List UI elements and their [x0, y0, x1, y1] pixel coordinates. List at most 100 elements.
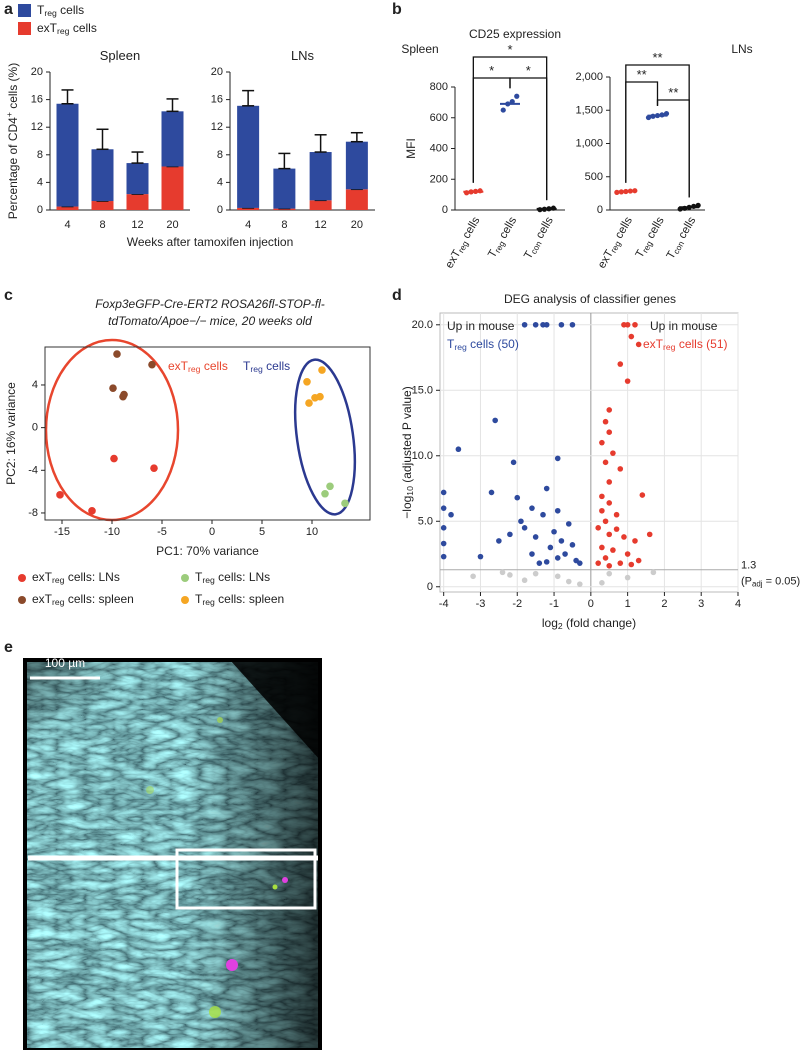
point: [606, 531, 613, 538]
x-tick-label: 4: [64, 219, 70, 231]
point: [554, 507, 561, 514]
point: [518, 518, 524, 525]
bar-segment: [126, 163, 149, 195]
bar-segment: [161, 111, 184, 167]
x-axis-label: Weeks after tamoxifen injection: [127, 235, 294, 249]
x-tick-label: Tcon cells: [665, 215, 700, 262]
y-tick-label: 800: [430, 81, 448, 93]
significance-label: *: [507, 42, 512, 57]
legend-label: exTreg cells: LNs: [32, 570, 120, 585]
zoom-box: [175, 848, 317, 910]
legend-marker: [181, 574, 189, 582]
point: [113, 350, 121, 358]
annotation: Treg cells (50): [447, 337, 519, 352]
annotation: exTreg cells: [168, 359, 228, 374]
legend-label: exTreg cells: spleen: [32, 592, 134, 607]
legend-marker: [18, 574, 26, 582]
y-tick-label: -8: [28, 507, 38, 519]
annotation: Up in mouse: [447, 319, 515, 333]
x-tick-label: Treg cells: [634, 215, 668, 261]
point: [650, 569, 657, 576]
y-tick-label: 400: [430, 142, 448, 154]
x-tick-label: -1: [549, 598, 559, 610]
y-tick-label: 8: [217, 149, 223, 161]
y-tick-label: 12: [31, 121, 43, 133]
chart-title: DEG analysis of classifier genes: [504, 292, 676, 306]
significance-bracket: [625, 81, 659, 183]
legend-swatch: [18, 22, 31, 35]
point: [540, 511, 546, 518]
dot: [514, 93, 520, 99]
legend-swatch: [18, 4, 31, 17]
bar-segment: [91, 149, 114, 202]
threshold-label: (Padj = 0.05): [741, 576, 800, 589]
point: [558, 321, 565, 328]
point: [521, 321, 528, 328]
point: [321, 489, 329, 498]
chart-title: CD25 expression: [469, 27, 561, 41]
point: [554, 573, 561, 580]
legend-label: Treg cells: spleen: [195, 592, 284, 607]
x-tick-label: 10: [306, 526, 318, 538]
dot: [509, 99, 515, 105]
point: [599, 493, 605, 500]
point: [606, 479, 613, 485]
y-tick-label: 15.0: [412, 384, 433, 396]
point: [529, 505, 535, 511]
point: [595, 560, 601, 566]
point: [602, 555, 609, 561]
point: [554, 555, 561, 561]
point: [305, 399, 313, 407]
cluster-ellipse: [293, 358, 357, 516]
significance-label: **: [637, 67, 647, 82]
x-tick-label: -5: [157, 526, 167, 538]
chart-title: Spleen: [100, 48, 140, 63]
significance-label: *: [489, 63, 494, 78]
legend-marker: [181, 596, 189, 604]
cluster-ellipse: [44, 338, 180, 522]
legend-label: Treg cells: LNs: [195, 570, 270, 585]
y-axis-label: PC2: 16% variance: [4, 382, 18, 485]
bar-segment: [345, 141, 368, 190]
point: [632, 321, 638, 328]
y-tick-label: 12: [211, 121, 223, 133]
point: [599, 507, 605, 514]
point: [532, 534, 539, 540]
x-tick-label: -10: [104, 526, 120, 538]
panel-label: d: [392, 287, 402, 304]
point: [565, 578, 572, 585]
point: [551, 528, 557, 535]
point: [624, 574, 631, 581]
chart-title: tdTomato/Apoe−/− mice, 20 weeks old: [108, 314, 312, 328]
y-tick-label: 1,000: [575, 137, 603, 149]
chart-title: LNs: [291, 48, 315, 63]
threshold-value: 1.3: [741, 560, 756, 572]
point: [602, 459, 609, 466]
y-tick-label: 0: [37, 204, 43, 216]
point: [455, 446, 462, 453]
x-tick-label: 2: [661, 598, 667, 610]
x-tick-label: 0: [209, 526, 215, 538]
point: [624, 551, 631, 557]
point: [635, 557, 642, 564]
point: [440, 553, 447, 560]
point: [110, 454, 118, 463]
x-tick-label: -15: [54, 526, 70, 538]
point: [318, 366, 326, 374]
y-tick-label: 16: [211, 94, 223, 106]
point: [521, 525, 528, 531]
point: [617, 560, 624, 566]
point: [326, 482, 334, 491]
y-tick-label: 500: [585, 171, 603, 183]
y-tick-label: 10.0: [412, 450, 433, 462]
plot-frame: [44, 346, 371, 521]
x-tick-label: 12: [131, 219, 143, 231]
point: [543, 321, 550, 328]
x-tick-label: 1: [625, 598, 631, 610]
annotation: exTreg cells (51): [643, 337, 728, 352]
significance-label: **: [668, 85, 678, 100]
bar-segment: [56, 206, 79, 210]
point: [577, 581, 583, 587]
point: [547, 544, 554, 551]
